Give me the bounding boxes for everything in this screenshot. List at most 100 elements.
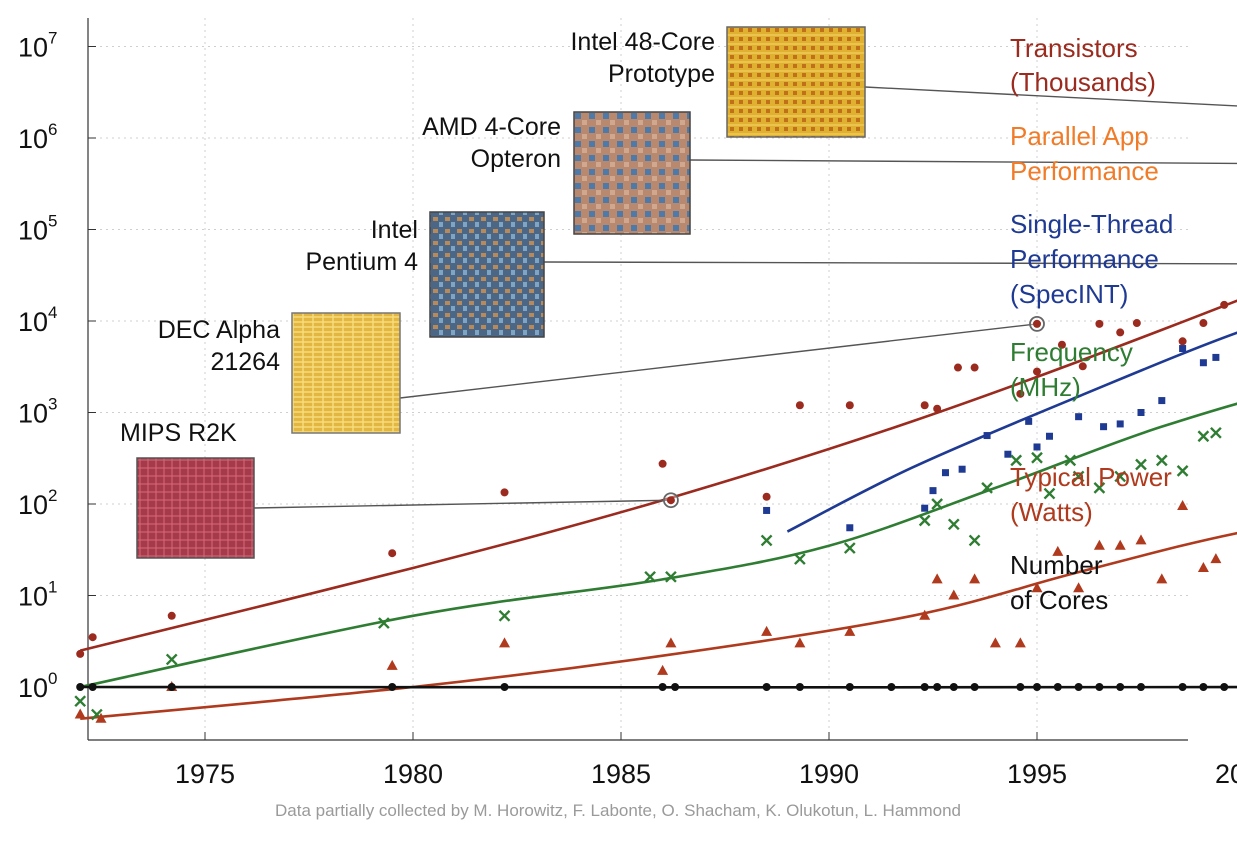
point-s0-20 [1178,337,1187,346]
series-label-cores-line2: of Cores [1010,585,1108,615]
point-s0-19 [1132,319,1141,328]
point-s2-7 [1004,450,1012,458]
chip-photo-alpha [291,312,401,434]
y-tick-label-3: 103 [18,395,58,429]
highlight-point-1 [1033,319,1041,328]
point-s5-3 [388,683,397,691]
point-s0-18 [1116,328,1125,337]
point-s0-6 [762,492,771,501]
point-s5-21 [1137,683,1145,691]
point-s5-22 [1178,683,1187,691]
point-s4-5 [657,664,669,675]
point-s4-1 [95,712,107,723]
chip-photo-amd [573,111,691,235]
x-tick-label-3: 1990 [799,759,859,789]
point-s5-11 [920,683,929,691]
connector-2 [543,261,1237,265]
point-s2-14 [1137,409,1145,416]
point-s3-0 [74,695,87,708]
annot-label-p4-line2: Pentium 4 [305,248,418,276]
trend-line-2 [786,331,1237,533]
point-s4-25 [1210,553,1222,564]
connector-4 [864,86,1237,107]
point-s3-17 [1043,487,1056,500]
point-s4-4 [499,637,511,648]
point-s2-12 [1100,423,1108,431]
point-s5-12 [933,683,942,691]
point-s4-19 [1093,539,1105,550]
point-s4-23 [1177,500,1189,511]
point-s3-13 [968,534,981,547]
x-tick-label-4: 1995 [1007,759,1067,789]
chip-intel-48-core: Intel 48-Core Prototype [570,26,866,138]
annot-label-intel48-line2: Prototype [608,60,715,88]
point-s4-17 [1052,545,1064,556]
point-s5-17 [1053,683,1062,691]
chip-mips-r2k: MIPS R2K [120,419,255,559]
annot-label-amd-line2: Opteron [471,145,561,173]
point-s3-6 [665,570,677,583]
point-s0-4 [500,488,509,497]
point-s2-6 [983,432,991,440]
annot-label-alpha-line2: 21264 [210,348,280,376]
point-s2-13 [1116,420,1124,428]
series-label-singlethread-line1: Single-Thread [1010,209,1173,239]
point-s4-18 [1073,582,1085,593]
point-s3-18 [1064,454,1077,467]
point-s0-9 [920,401,929,410]
x-tick-label-0: 1975 [175,759,235,789]
point-s3-20 [1093,482,1106,494]
chip-amd-opteron: AMD 4-Core Opteron [422,111,691,235]
point-s3-16 [1031,451,1043,464]
annot-label-alpha-line1: DEC Alpha [158,316,280,344]
point-s3-3 [378,617,390,629]
point-s3-15 [1010,454,1023,467]
point-s4-9 [844,625,856,636]
point-s5-2 [167,683,176,691]
point-s5-8 [795,683,804,691]
point-s4-11 [931,573,943,584]
series-labels: Transistors (Thousands) Parallel App Per… [1010,33,1173,615]
point-s3-25 [1197,430,1210,443]
point-s5-0 [76,683,85,691]
point-s0-15 [1057,340,1066,349]
point-s2-15 [1158,397,1166,405]
point-s4-14 [989,637,1001,648]
annot-label-mips-line1: MIPS R2K [120,419,237,447]
y-tick-label-7: 107 [18,29,58,63]
point-s0-7 [795,401,804,410]
series-label-transistors-line1: Transistors [1010,33,1138,63]
chip-dec-alpha: DEC Alpha 21264 [158,312,401,434]
series-label-frequency-line2: (MHz) [1010,372,1081,402]
trend-line-5 [80,685,1237,689]
point-s2-1 [846,524,854,532]
y-tick-label-2: 102 [18,486,58,520]
point-s3-4 [498,609,511,622]
annot-label-p4-line1: Intel [371,216,418,244]
point-s5-5 [658,683,667,691]
point-s4-8 [794,637,806,648]
point-s0-0 [76,649,85,658]
point-s0-8 [845,401,854,410]
y-tick-label-5: 105 [18,212,58,246]
series-label-parallel-line1: Parallel App [1010,121,1149,151]
point-s2-8 [1025,417,1033,425]
series-label-cores-line1: Number [1010,550,1103,580]
point-s4-22 [1156,573,1168,584]
chip-photo-p4 [429,211,545,338]
point-s2-4 [941,469,949,477]
point-s2-5 [958,465,966,473]
point-s5-15 [1016,683,1025,691]
x-tick-label-1: 1980 [383,759,443,789]
series-label-singlethread-line3: (SpecINT) [1010,279,1128,309]
point-s3-12 [947,518,960,531]
trend-lines [79,299,1237,721]
point-s4-7 [761,625,773,636]
axis-ticks: 1975198019851990199520002005201020151001… [18,29,1237,790]
footnote: Data partially collected by M. Horowitz,… [275,801,961,820]
point-s3-10 [918,514,931,527]
y-tick-label-6: 106 [18,120,58,154]
point-s4-16 [1031,582,1043,593]
point-s3-7 [760,534,773,547]
